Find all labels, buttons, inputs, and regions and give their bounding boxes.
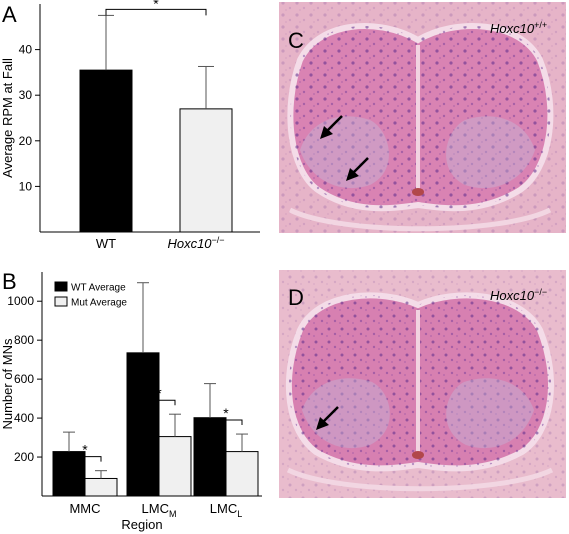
image-d-genotype: Hoxc10−/− <box>490 287 547 303</box>
bar-mut <box>225 451 259 497</box>
image-c-arrow-1 <box>320 115 343 139</box>
bar-mut <box>158 436 192 497</box>
significance-marker: * <box>153 0 159 11</box>
legend-swatch <box>54 281 68 292</box>
bar-wt <box>193 417 227 497</box>
image-c-vessel <box>412 188 424 196</box>
x-tick-label: WT <box>96 236 116 251</box>
y-tick-label: 600 <box>14 372 34 386</box>
y-axis-label: Number of MNs <box>0 338 15 430</box>
y-axis-label: Average RPM at Fall <box>0 58 15 178</box>
bar-wt <box>126 352 160 497</box>
chart-b: 200 400 600 800 1000 Number of MNs Region MMC * L… <box>0 272 262 532</box>
legend-label: WT Average <box>71 283 126 294</box>
image-d-arrow-1 <box>316 406 339 430</box>
y-tick-label: 1000 <box>7 294 34 308</box>
panel-label-a: A <box>2 2 17 27</box>
significance-bracket <box>68 456 102 462</box>
image-d-vessel <box>412 451 424 459</box>
significance-marker: * <box>223 405 229 421</box>
panel-b: B 200 400 600 800 1000 Number of MNs Region MMC… <box>0 269 262 532</box>
significance-marker: * <box>156 385 162 401</box>
x-tick-label: MMC <box>69 501 100 516</box>
significance-bracket <box>105 8 207 16</box>
bar-mut <box>84 477 118 497</box>
image-c-cells <box>290 26 551 209</box>
y-tick-label: 40 <box>19 43 33 57</box>
y-tick-label: 800 <box>14 333 34 347</box>
y-tick-label: 200 <box>14 450 34 464</box>
legend-label: Mut Average <box>71 298 127 309</box>
image-c-ventral-horn-right <box>446 116 535 189</box>
panel-label-b: B <box>2 269 17 294</box>
chart-a: 10 20 30 40 Average RPM at Fall WT Hoxc10−/− * <box>0 0 260 251</box>
image-d-ventral-horn-right <box>446 378 534 449</box>
x-tick-label: LMCL <box>210 501 242 519</box>
panel-label-d: D <box>288 285 304 310</box>
legend-swatch <box>54 296 68 307</box>
panel-d: D Hoxc10−/− <box>279 270 566 498</box>
y-tick-label: 30 <box>19 88 33 102</box>
bar <box>179 108 233 233</box>
x-tick-label: Hoxc10−/− <box>167 235 224 251</box>
y-tick-label: 20 <box>19 134 33 148</box>
image-c-membrane <box>288 207 552 232</box>
image-d-membrane <box>286 467 554 492</box>
bar <box>79 69 133 233</box>
x-tick-label: LMCM <box>142 501 177 519</box>
y-tick-label: 400 <box>14 411 34 425</box>
image-c-arrow-2 <box>346 157 369 181</box>
x-axis-label: Region <box>121 517 162 532</box>
y-tick-label: 10 <box>19 179 33 193</box>
panel-label-c: C <box>288 28 304 53</box>
significance-bracket <box>209 419 243 426</box>
significance-marker: * <box>82 442 88 458</box>
image-d-ventral-horn-left <box>302 378 390 449</box>
image-c-genotype: Hoxc10+/+ <box>490 20 547 36</box>
panel-c: C Hoxc10+/+ <box>279 2 566 233</box>
panel-a: A 10 20 30 40 Average RPM at Fall WT Hoxc10−/−… <box>0 0 260 251</box>
significance-bracket <box>142 399 176 406</box>
